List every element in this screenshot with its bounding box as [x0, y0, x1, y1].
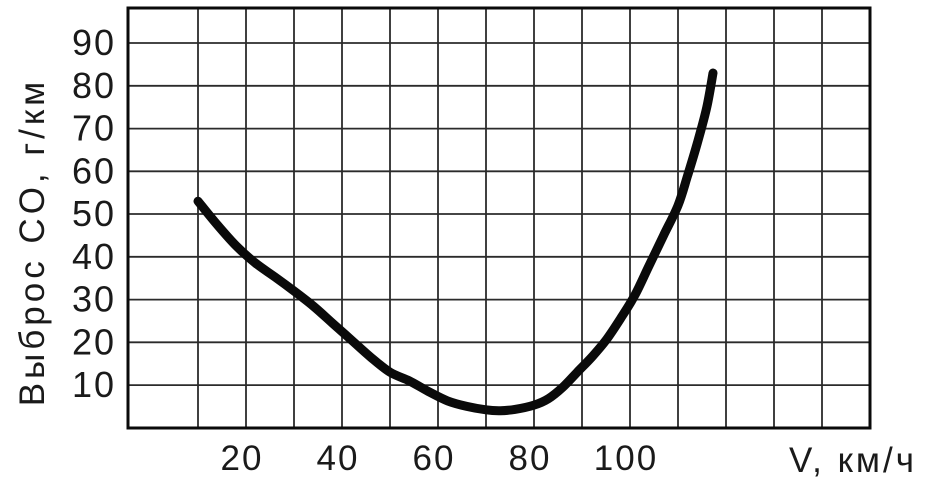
- x-tick-label: 60: [413, 439, 456, 478]
- y-tick-label: 10: [72, 364, 116, 405]
- y-tick-label: 30: [72, 279, 116, 320]
- x-tick-label: 20: [221, 439, 264, 478]
- x-tick-label: 40: [317, 439, 360, 478]
- emission-curve: [193, 68, 718, 416]
- y-tick-label: 60: [72, 150, 116, 191]
- y-tick-label: 50: [72, 193, 116, 234]
- y-tick-label: 90: [72, 22, 116, 63]
- y-tick-label: 70: [72, 108, 116, 149]
- plot-frame: [126, 6, 872, 430]
- y-tick-label: 80: [72, 65, 116, 106]
- y-tick-label: 40: [72, 236, 116, 277]
- y-axis-title: Выброс CO, г/км: [13, 77, 52, 407]
- y-tick-label: 20: [72, 321, 116, 362]
- x-tick-label: 80: [509, 439, 552, 478]
- x-axis-title: V, км/ч: [789, 441, 917, 480]
- x-tick-label: 100: [594, 439, 658, 478]
